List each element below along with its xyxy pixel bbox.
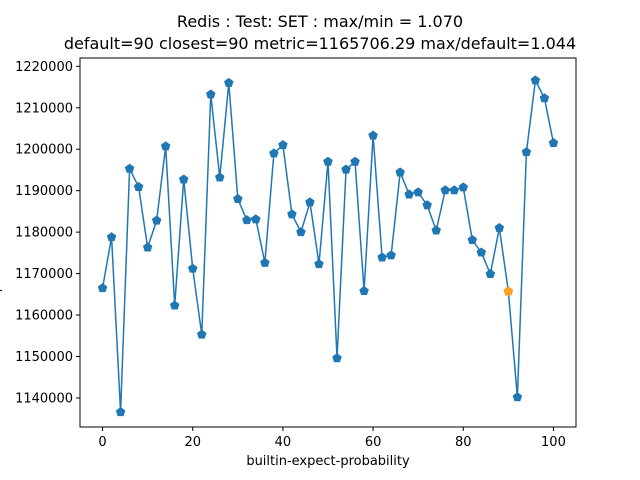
plot-frame bbox=[79, 57, 577, 428]
data-point bbox=[512, 392, 523, 402]
data-point bbox=[368, 130, 378, 140]
data-point bbox=[160, 141, 171, 151]
y-tick-label: 1190000 bbox=[15, 184, 73, 199]
data-point bbox=[169, 300, 180, 310]
data-point bbox=[269, 148, 279, 158]
data-point bbox=[314, 259, 324, 269]
data-point bbox=[404, 189, 414, 199]
data-point bbox=[395, 167, 405, 177]
data-point bbox=[332, 353, 342, 363]
data-point bbox=[260, 257, 270, 267]
data-point bbox=[323, 156, 333, 166]
y-axis-label: - bbox=[0, 283, 3, 298]
data-point bbox=[485, 269, 496, 279]
y-tick-label: 1210000 bbox=[15, 101, 73, 116]
x-tick-label: 0 bbox=[98, 435, 106, 450]
data-point bbox=[350, 156, 360, 166]
data-point bbox=[431, 225, 441, 235]
chart-subtitle: default=90 closest=90 metric=1165706.29 … bbox=[63, 34, 577, 53]
y-tick-label: 1200000 bbox=[15, 143, 73, 158]
data-point bbox=[476, 247, 487, 257]
data-point bbox=[521, 147, 532, 157]
data-point bbox=[242, 215, 252, 225]
data-point bbox=[548, 137, 559, 148]
data-point bbox=[287, 209, 297, 219]
y-tick-label: 1160000 bbox=[15, 309, 73, 324]
data-point bbox=[377, 252, 387, 262]
data-point bbox=[305, 197, 315, 207]
data-point bbox=[215, 172, 225, 182]
data-point bbox=[106, 232, 117, 242]
data-point bbox=[151, 215, 162, 225]
x-tick-label: 100 bbox=[541, 435, 566, 450]
data-point bbox=[206, 89, 216, 99]
y-tick-label: 1150000 bbox=[15, 350, 73, 365]
data-point bbox=[224, 77, 234, 87]
data-point bbox=[386, 250, 396, 260]
data-point bbox=[296, 227, 306, 237]
data-point bbox=[422, 200, 432, 210]
data-point bbox=[187, 263, 198, 273]
y-tick-label: 1170000 bbox=[15, 267, 73, 282]
data-point bbox=[458, 182, 469, 192]
y-tick-label: 1140000 bbox=[15, 391, 73, 406]
data-point bbox=[341, 164, 351, 174]
data-point bbox=[233, 193, 243, 204]
data-point bbox=[539, 93, 550, 103]
data-point bbox=[196, 329, 207, 339]
chart-title: Redis : Test: SET : max/min = 1.070 bbox=[176, 12, 464, 31]
data-point bbox=[359, 286, 369, 296]
series-line bbox=[101, 77, 555, 413]
data-point bbox=[278, 140, 288, 150]
y-tick-label: 1180000 bbox=[15, 226, 73, 241]
data-point bbox=[413, 187, 423, 197]
data-point bbox=[251, 214, 261, 224]
data-point bbox=[178, 174, 189, 184]
data-point bbox=[124, 163, 135, 173]
data-point bbox=[97, 283, 108, 293]
data-point bbox=[142, 242, 153, 252]
data-point bbox=[115, 407, 126, 417]
data-point bbox=[449, 185, 460, 195]
data-point bbox=[530, 75, 541, 85]
data-point bbox=[440, 185, 450, 195]
x-axis-label: builtin-expect-probability bbox=[246, 454, 410, 469]
x-tick-label: 80 bbox=[455, 435, 472, 450]
data-point bbox=[133, 181, 144, 191]
x-tick-label: 20 bbox=[184, 435, 201, 450]
x-tick-label: 40 bbox=[275, 435, 292, 450]
x-tick-label: 60 bbox=[365, 435, 382, 450]
data-point bbox=[467, 235, 478, 245]
y-tick-label: 1220000 bbox=[15, 60, 73, 75]
data-point bbox=[494, 222, 505, 233]
default-highlight-point bbox=[503, 286, 514, 296]
